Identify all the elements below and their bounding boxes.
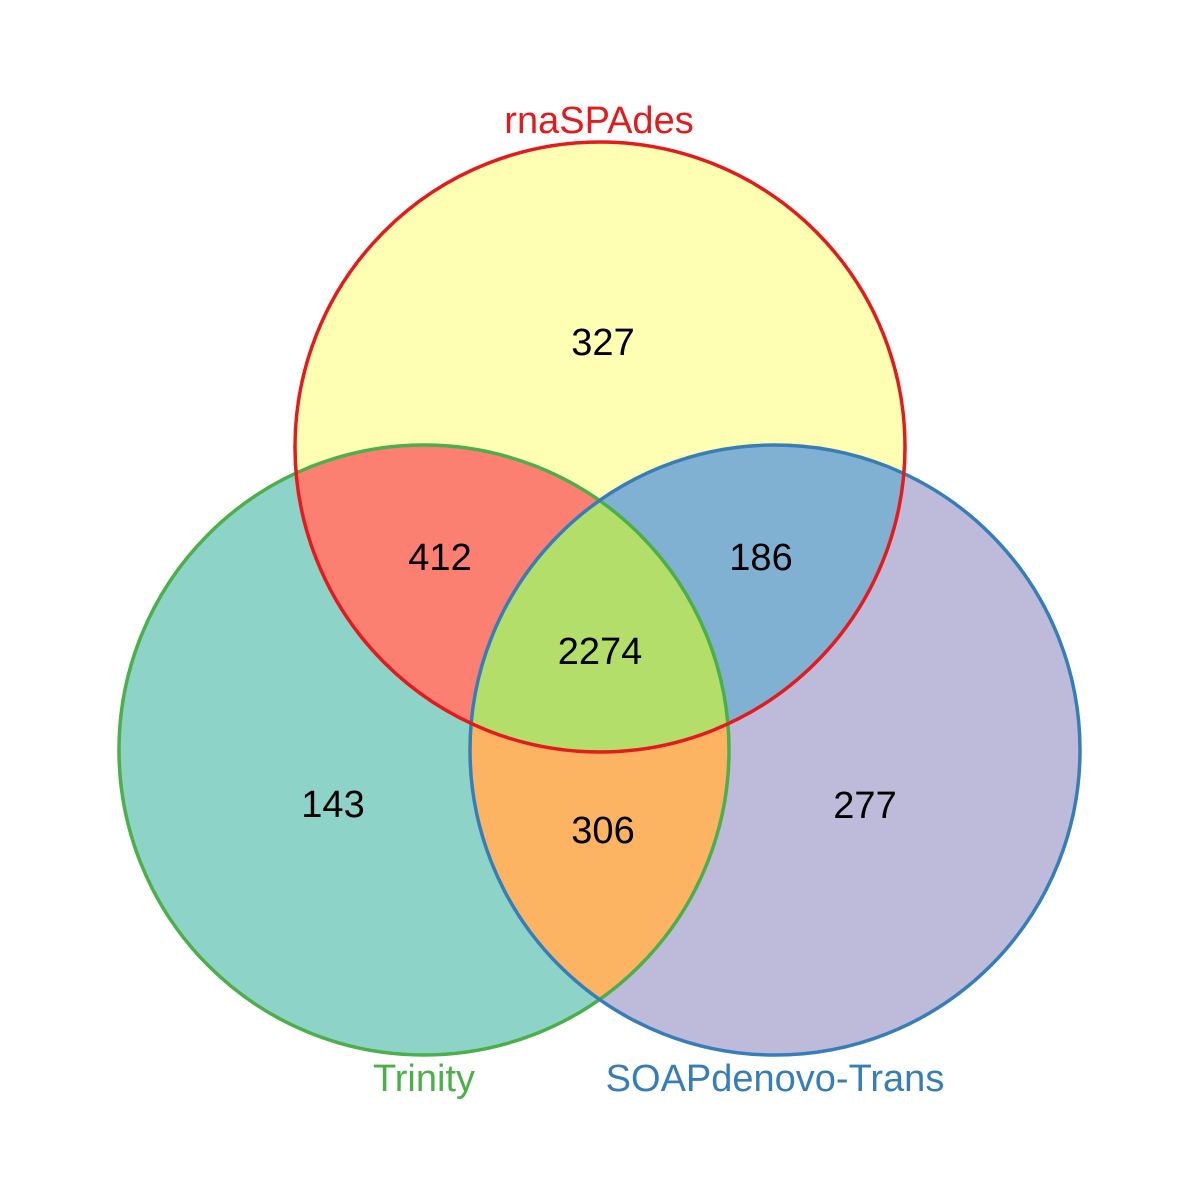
soap-circle-outline xyxy=(468,443,1082,1057)
trinity-set-label: Trinity xyxy=(373,1058,475,1100)
all-three-overlap xyxy=(470,445,729,752)
soap-only-count: 277 xyxy=(833,785,896,827)
rnaspades-trinity-count: 412 xyxy=(408,537,471,579)
trinity-soap-count: 306 xyxy=(571,810,634,852)
rnaspades-circle-outline xyxy=(293,140,907,754)
soap-set-label: SOAPdenovo-Trans xyxy=(606,1058,945,1100)
trinity-only-count: 143 xyxy=(301,784,364,826)
all-three-count: 2274 xyxy=(558,631,643,673)
rnaspades-only-count: 327 xyxy=(571,322,634,364)
rnaspades-set-label: rnaSPAdes xyxy=(504,100,693,142)
rnaspades-soap-count: 186 xyxy=(729,537,792,579)
trinity-circle-outline xyxy=(117,443,731,1057)
